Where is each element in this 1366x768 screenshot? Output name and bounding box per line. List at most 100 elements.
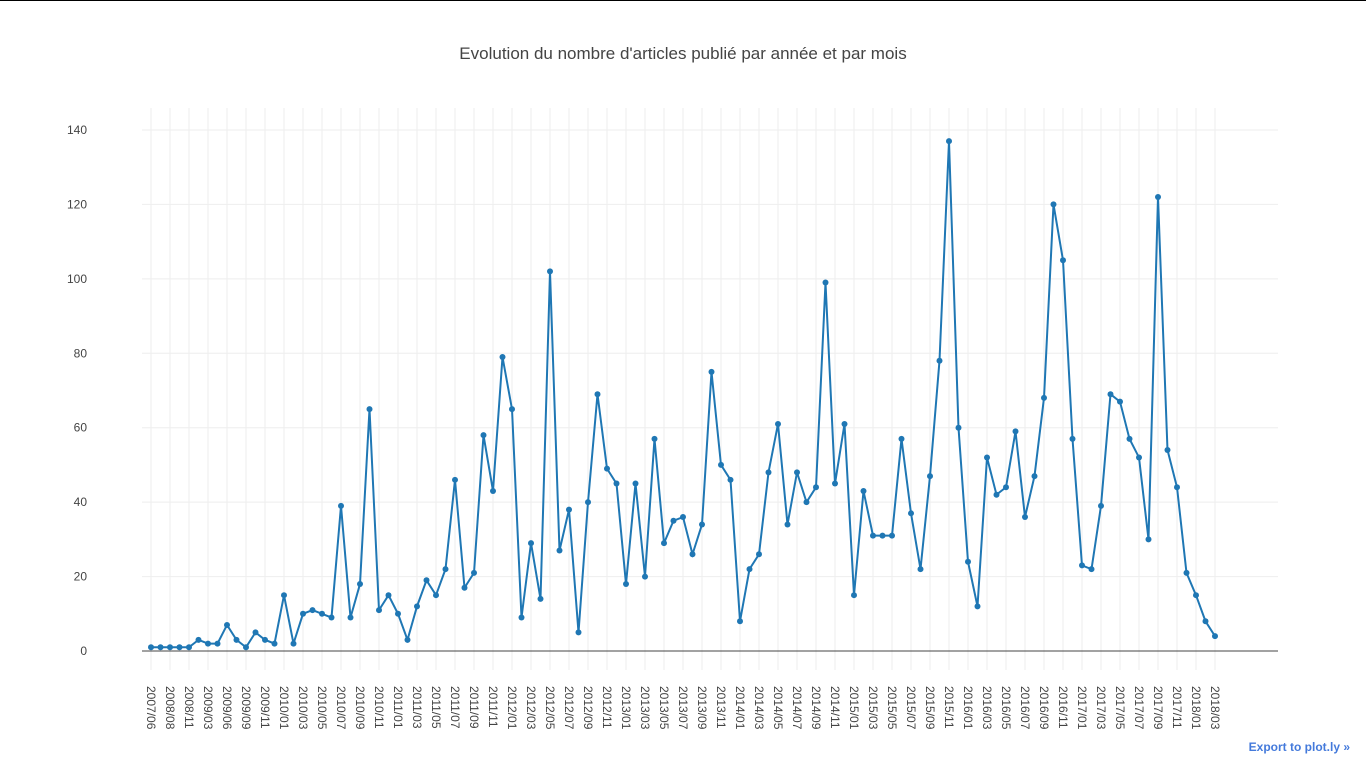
x-tick-label: 2016/01 <box>961 686 975 730</box>
y-tick-label: 20 <box>74 570 88 584</box>
point <box>594 391 601 398</box>
point <box>290 640 297 647</box>
x-tick-label: 2015/11 <box>942 686 956 729</box>
point <box>651 435 658 442</box>
point <box>214 640 221 647</box>
point <box>376 607 382 614</box>
point <box>984 454 990 461</box>
point <box>252 629 259 636</box>
x-tick-label: 2014/05 <box>771 686 785 730</box>
point <box>528 540 534 547</box>
point <box>518 614 525 621</box>
point <box>1202 618 1209 625</box>
point <box>1183 569 1190 576</box>
point <box>1117 398 1123 405</box>
point <box>471 569 477 576</box>
point <box>1088 566 1095 573</box>
point <box>224 621 230 628</box>
x-tick-label: 2016/11 <box>1056 686 1070 729</box>
point <box>167 644 173 651</box>
point <box>1193 592 1199 599</box>
x-tick-label: 2013/03 <box>638 686 652 730</box>
point <box>784 521 791 528</box>
point <box>946 138 952 145</box>
point <box>1022 514 1028 521</box>
x-tick-label: 2015/07 <box>904 686 918 730</box>
x-tick-label: 2009/03 <box>201 686 215 730</box>
x-tick-label: 2017/01 <box>1075 686 1089 730</box>
point <box>689 551 696 558</box>
point <box>575 629 582 636</box>
x-tick-label: 2013/05 <box>657 686 671 730</box>
point <box>271 640 278 647</box>
point <box>452 476 458 483</box>
x-tick-label: 2018/01 <box>1189 686 1203 730</box>
x-tick-label: 2011/09 <box>467 686 481 729</box>
x-tick-label: 2015/05 <box>885 686 899 730</box>
point <box>889 532 895 539</box>
point <box>547 268 553 275</box>
point <box>936 357 943 364</box>
point <box>1126 435 1133 442</box>
export-link[interactable]: Export to plot.ly » <box>1249 740 1351 754</box>
point <box>765 469 772 476</box>
point <box>262 636 268 643</box>
point <box>357 581 363 588</box>
x-tick-label: 2011/01 <box>391 686 405 729</box>
point <box>879 532 886 539</box>
x-tick-label: 2017/07 <box>1132 686 1146 730</box>
x-tick-label: 2013/09 <box>695 686 709 730</box>
point <box>347 614 354 621</box>
point <box>1069 435 1076 442</box>
x-tick-label: 2016/05 <box>999 686 1013 730</box>
x-tick-label: 2016/03 <box>980 686 994 730</box>
point <box>718 461 724 468</box>
x-tick-label: 2011/05 <box>429 686 443 729</box>
x-tick-label: 2010/05 <box>315 686 329 730</box>
point <box>395 610 401 617</box>
x-tick-label: 2010/09 <box>353 686 367 730</box>
point <box>965 558 971 565</box>
x-tick-label: 2012/09 <box>581 686 595 730</box>
point <box>205 640 211 647</box>
point <box>195 636 202 643</box>
point <box>680 514 686 521</box>
point <box>1155 193 1161 200</box>
x-tick-label: 2010/07 <box>334 686 348 730</box>
point <box>556 547 563 554</box>
x-tick-label: 2016/07 <box>1018 686 1032 730</box>
chart-title: Evolution du nombre d'articles publié pa… <box>459 44 906 63</box>
point <box>585 499 591 506</box>
x-tick-label: 2015/09 <box>923 686 937 730</box>
point <box>661 540 667 547</box>
point <box>803 499 810 506</box>
x-tick-label: 2017/09 <box>1151 686 1165 730</box>
x-tick-label: 2012/03 <box>524 686 538 730</box>
point <box>1107 391 1114 398</box>
point <box>1098 502 1104 509</box>
point <box>860 487 867 494</box>
x-tick-label: 2010/03 <box>296 686 310 730</box>
point <box>338 502 344 509</box>
point <box>775 420 781 427</box>
point <box>1174 484 1180 491</box>
point <box>300 610 306 617</box>
point <box>708 368 715 375</box>
point <box>1212 633 1218 640</box>
point <box>822 279 829 286</box>
x-tick-label: 2014/09 <box>809 686 823 730</box>
x-tick-label: 2013/07 <box>676 686 690 730</box>
point <box>385 592 392 599</box>
point <box>841 420 848 427</box>
point <box>727 476 734 483</box>
point <box>1060 257 1066 264</box>
point <box>328 614 335 621</box>
point <box>423 577 430 584</box>
point <box>670 517 677 524</box>
x-tick-label: 2011/11 <box>486 686 500 728</box>
x-tick-label: 2013/01 <box>619 686 633 730</box>
x-tick-label: 2016/09 <box>1037 686 1051 730</box>
point <box>176 644 183 651</box>
x-tick-label: 2007/06 <box>144 686 158 730</box>
